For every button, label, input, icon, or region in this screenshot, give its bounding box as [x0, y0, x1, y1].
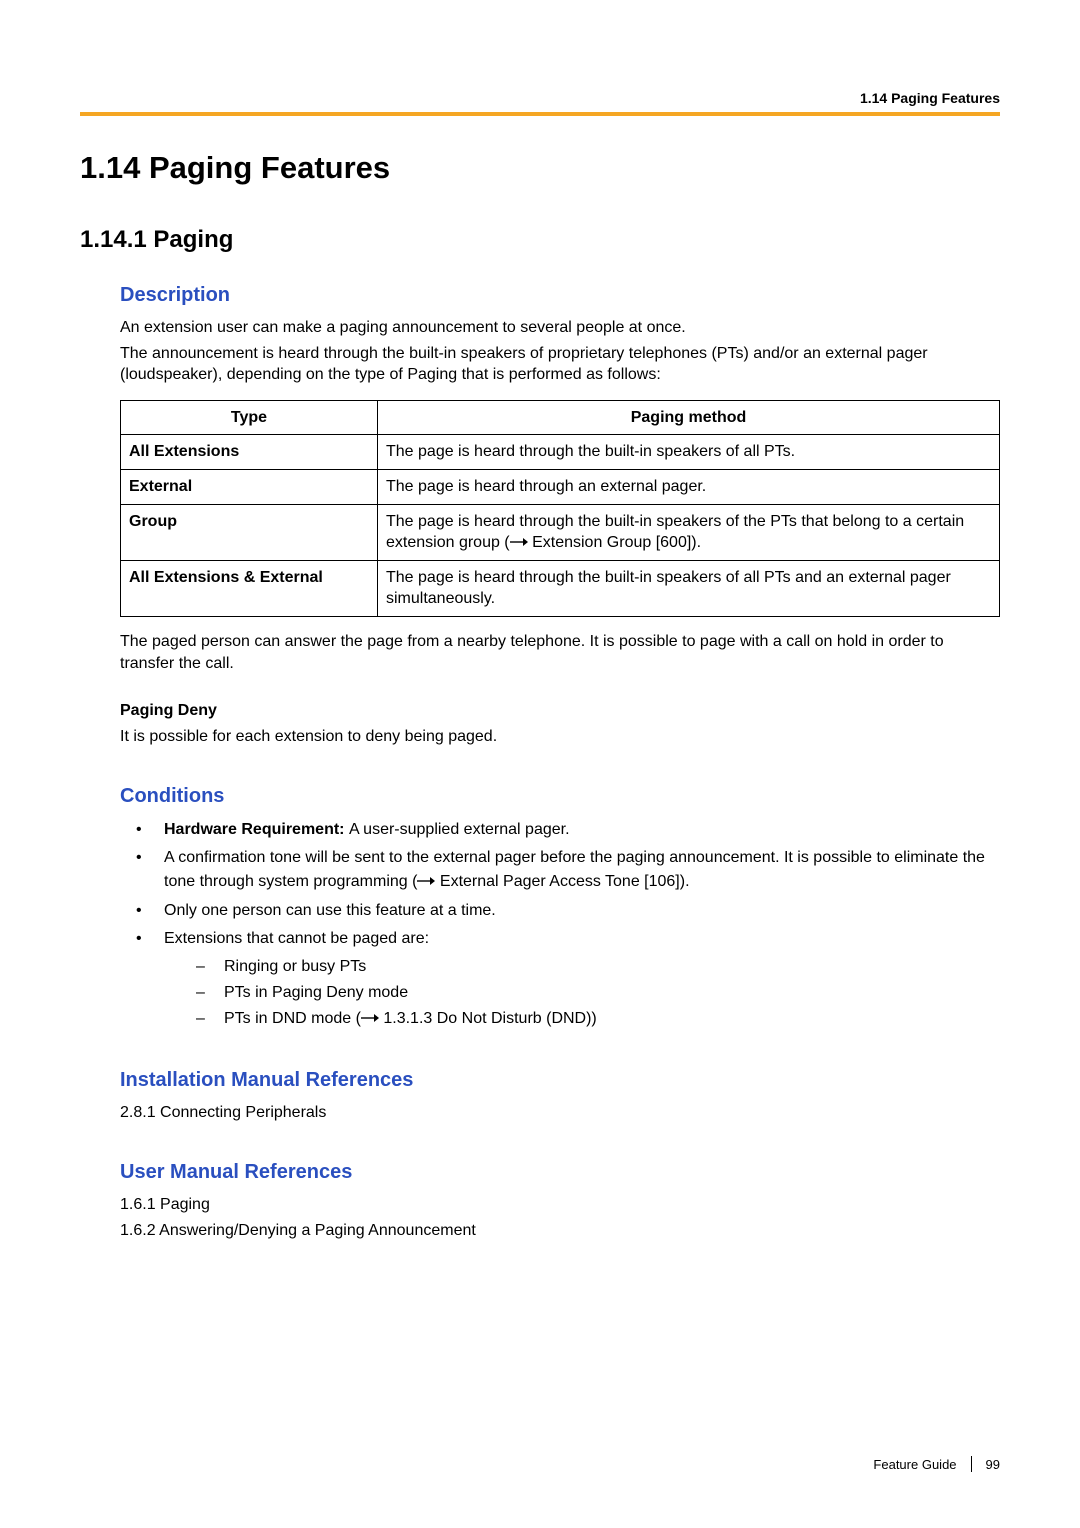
conditions-heading: Conditions: [120, 785, 1000, 808]
sub-list-item: PTs in Paging Deny mode: [164, 981, 1000, 1005]
table-cell-method: The page is heard through an external pa…: [378, 469, 1000, 504]
install-ref-item: 2.8.1 Connecting Peripherals: [120, 1102, 1000, 1124]
header-rule: [80, 112, 1000, 116]
table-row: GroupThe page is heard through the built…: [121, 504, 1000, 560]
list-item: Extensions that cannot be paged are:Ring…: [120, 927, 1000, 1031]
list-item: Only one person can use this feature at …: [120, 899, 1000, 923]
table-cell-method: The page is heard through the built-in s…: [378, 504, 1000, 560]
list-item: Hardware Requirement: A user-supplied ex…: [120, 818, 1000, 842]
paging-deny-heading: Paging Deny: [120, 700, 1000, 722]
table-row: All Extensions & ExternalThe page is hea…: [121, 560, 1000, 616]
footer: Feature Guide 99: [873, 1456, 1000, 1472]
page: 1.14 Paging Features 1.14 Paging Feature…: [0, 0, 1080, 1528]
h1-section-title: 1.14 Paging Features: [80, 150, 1000, 186]
paging-deny-text: It is possible for each extension to den…: [120, 726, 1000, 748]
conditions-list: Hardware Requirement: A user-supplied ex…: [120, 818, 1000, 1030]
sub-list: Ringing or busy PTsPTs in Paging Deny mo…: [164, 955, 1000, 1031]
table-cell-type: All Extensions & External: [121, 560, 378, 616]
table-row: All ExtensionsThe page is heard through …: [121, 435, 1000, 470]
table-cell-method: The page is heard through the built-in s…: [378, 435, 1000, 470]
user-refs-block: User Manual References 1.6.1 Paging 1.6.…: [120, 1161, 1000, 1241]
footer-guide-label: Feature Guide: [873, 1457, 956, 1472]
list-item: A confirmation tone will be sent to the …: [120, 846, 1000, 894]
description-p1: An extension user can make a paging anno…: [120, 317, 1000, 339]
h2-subsection-title: 1.14.1 Paging: [80, 226, 1000, 254]
description-block: Description An extension user can make a…: [120, 284, 1000, 747]
arrow-icon: [417, 870, 435, 894]
user-ref-item-2: 1.6.2 Answering/Denying a Paging Announc…: [120, 1220, 1000, 1242]
table-row: ExternalThe page is heard through an ext…: [121, 469, 1000, 504]
user-ref-item-1: 1.6.1 Paging: [120, 1194, 1000, 1216]
post-table-paragraph: The paged person can answer the page fro…: [120, 631, 1000, 674]
sub-list-item: Ringing or busy PTs: [164, 955, 1000, 979]
content: 1.14 Paging Features 1.14.1 Paging Descr…: [80, 150, 1000, 1242]
user-refs-heading: User Manual References: [120, 1161, 1000, 1184]
install-refs-heading: Installation Manual References: [120, 1069, 1000, 1092]
arrow-icon: [510, 532, 528, 554]
description-heading: Description: [120, 284, 1000, 307]
install-refs-block: Installation Manual References 2.8.1 Con…: [120, 1069, 1000, 1124]
running-head: 1.14 Paging Features: [860, 90, 1000, 106]
conditions-block: Conditions Hardware Requirement: A user-…: [120, 785, 1000, 1030]
arrow-icon: [361, 1007, 379, 1031]
paging-method-table: Type Paging method All ExtensionsThe pag…: [120, 400, 1000, 617]
table-cell-type: External: [121, 469, 378, 504]
table-header-method: Paging method: [378, 400, 1000, 435]
footer-page-number: 99: [986, 1457, 1000, 1472]
description-p2: The announcement is heard through the bu…: [120, 343, 1000, 386]
table-cell-type: All Extensions: [121, 435, 378, 470]
table-header-type: Type: [121, 400, 378, 435]
sub-list-item: PTs in DND mode ( 1.3.1.3 Do Not Disturb…: [164, 1007, 1000, 1031]
table-cell-method: The page is heard through the built-in s…: [378, 560, 1000, 616]
table-cell-type: Group: [121, 504, 378, 560]
footer-divider: [971, 1456, 972, 1472]
